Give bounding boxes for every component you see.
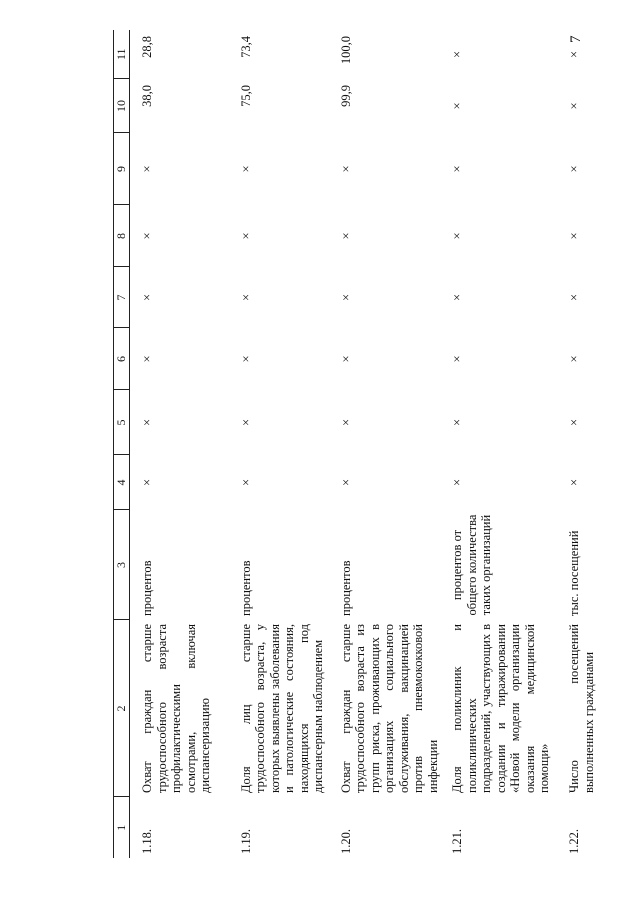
value-cell-c5: × <box>338 418 353 427</box>
indicator-name: Охват граждан старше трудоспособного воз… <box>338 624 440 793</box>
indicator-name: Охват граждан старше трудоспособного воз… <box>140 624 212 793</box>
value-cell-c11: 73,4 <box>238 36 253 58</box>
unit-cell: процентов <box>338 560 353 616</box>
value-cell-c7: × <box>338 293 353 302</box>
value-cell-c8: × <box>567 232 581 240</box>
value-cell-c6: × <box>238 355 253 363</box>
value-cell-c6: × <box>450 355 464 363</box>
unit-cell: процентов от общего количества таких орг… <box>450 514 493 616</box>
value-cell-c4: × <box>238 478 253 487</box>
value-cell-c11: 28,8 <box>140 36 154 58</box>
value-cell-c4: × <box>567 478 581 487</box>
column-header-1: 1 <box>113 797 130 858</box>
unit-cell: процентов <box>140 560 154 616</box>
column-header-6: 6 <box>113 328 130 390</box>
value-cell-c7: × <box>567 293 581 302</box>
row-number: 1.22. <box>567 829 581 854</box>
table-row: 1.19. Доля лиц старше трудоспособного воз… <box>229 30 329 858</box>
column-header-11: 11 <box>113 30 130 79</box>
indicator-name: Доля лиц старше трудоспособного возраста… <box>238 624 326 793</box>
value-cell-c6: × <box>567 355 581 363</box>
indicators-table: 1 2 3 4 5 6 7 8 9 10 11 1.18. Охват граждан старше … <box>113 30 617 858</box>
column-header-2: 2 <box>113 620 130 797</box>
row-number: 1.21. <box>450 829 464 854</box>
column-header-7: 7 <box>113 267 130 328</box>
unit-cell: тыс. посещений <box>567 530 581 616</box>
value-cell-c10: 99,9 <box>338 85 353 107</box>
value-cell-c6: × <box>338 355 353 363</box>
value-cell-c10: × <box>567 102 581 110</box>
value-cell-c9: × <box>140 165 154 173</box>
value-cell-c8: × <box>238 232 253 240</box>
value-cell-c5: × <box>238 418 253 427</box>
value-cell-c4: × <box>338 478 353 487</box>
value-cell-c8: × <box>140 232 154 240</box>
value-cell-c10: 38,0 <box>140 85 154 107</box>
column-header-4: 4 <box>113 455 130 510</box>
value-cell-c11: × <box>567 50 581 59</box>
row-number: 1.20. <box>338 829 353 854</box>
row-number: 1.18. <box>140 829 154 854</box>
value-cell-c7: × <box>450 293 464 302</box>
value-cell-c9: × <box>238 165 253 173</box>
column-header-5: 5 <box>113 390 130 455</box>
value-cell-c9: × <box>450 165 464 173</box>
header-row: 1 2 3 4 5 6 7 8 9 10 11 <box>113 30 130 858</box>
value-cell-c5: × <box>567 418 581 427</box>
value-cell-c11: × <box>450 50 464 59</box>
value-cell-c4: × <box>140 478 154 487</box>
indicator-name: Число посещений выполненных гражданами <box>567 624 596 793</box>
value-cell-c11: 100,0 <box>338 36 353 65</box>
table-row: 1.21. Доля поликлиник и поликлинических п… <box>440 30 557 858</box>
table-row: 1.18. Охват граждан старше трудоспособног… <box>130 30 229 858</box>
value-cell-c9: × <box>338 165 353 173</box>
value-cell-c10: 75,0 <box>238 85 253 107</box>
value-cell-c5: × <box>450 418 464 427</box>
indicator-name: Доля поликлиник и поликлинических подраз… <box>450 624 551 793</box>
column-header-10: 10 <box>113 79 130 133</box>
column-header-9: 9 <box>113 133 130 205</box>
value-cell-c4: × <box>450 478 464 487</box>
column-header-8: 8 <box>113 205 130 267</box>
value-cell-c5: × <box>140 418 154 427</box>
value-cell-c8: × <box>338 232 353 240</box>
column-header-3: 3 <box>113 510 130 620</box>
value-cell-c10: × <box>450 102 464 110</box>
value-cell-c7: × <box>238 293 253 302</box>
value-cell-c6: × <box>140 355 154 363</box>
value-cell-c8: × <box>450 232 464 240</box>
value-cell-c7: × <box>140 293 154 302</box>
unit-cell: процентов <box>238 560 253 616</box>
value-cell-c9: × <box>567 165 581 173</box>
table-row: 1.22. Число посещений выполненных граждан… <box>557 30 617 858</box>
table-row: 1.20. Охват граждан старше трудоспособног… <box>329 30 441 858</box>
row-number: 1.19. <box>238 829 253 854</box>
